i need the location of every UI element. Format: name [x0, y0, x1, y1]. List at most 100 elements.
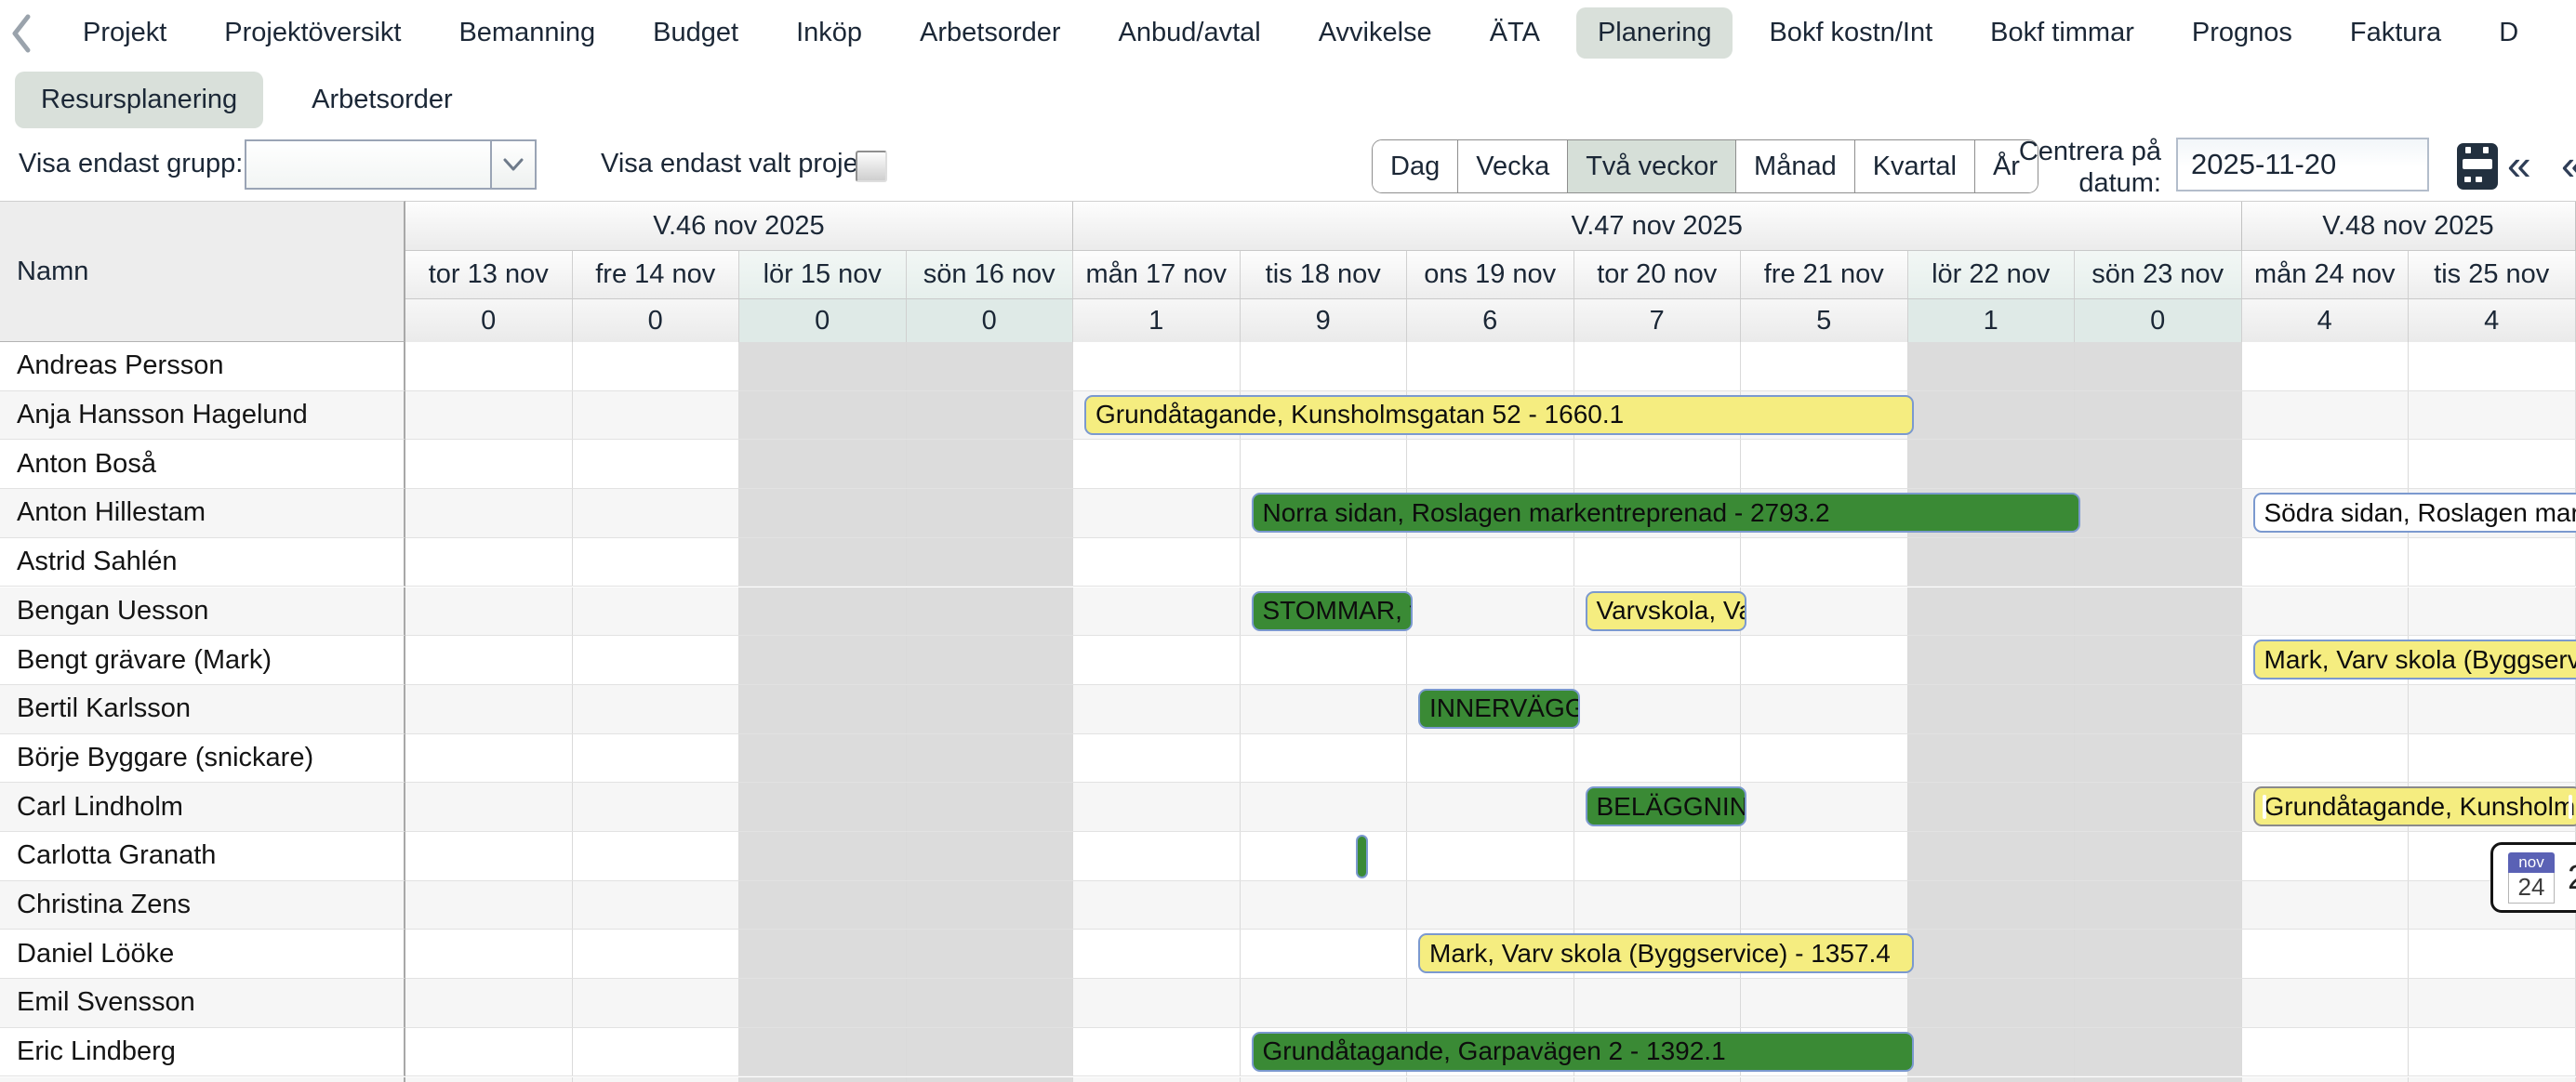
center-date-label-line1: Centrera på [2018, 137, 2161, 166]
day-count-cell: 6 [1407, 299, 1574, 342]
bar-resize-handle-left[interactable] [2262, 794, 2266, 819]
gantt-task-bar[interactable]: STOMMAR, te [1251, 590, 1413, 631]
zoom-button-år[interactable]: År [1974, 140, 2038, 192]
calendar-band [2463, 159, 2492, 169]
weekend-day-cell [906, 684, 1073, 733]
tab-resursplanering[interactable]: Resursplanering [15, 71, 264, 128]
gantt-milestone-bar[interactable] [1355, 835, 1368, 878]
nav-item-projektöversikt[interactable]: Projektöversikt [224, 17, 402, 47]
day-cell [1741, 1076, 1908, 1082]
nav-item-d[interactable]: D [2499, 17, 2519, 47]
group-filter-select[interactable] [245, 139, 537, 190]
nav-item-inköp[interactable]: Inköp [796, 17, 863, 47]
day-cell [573, 832, 739, 880]
weekend-day-cell [739, 979, 907, 1027]
day-cell [1407, 1076, 1574, 1082]
day-cell [573, 489, 739, 537]
day-header-cell: tis 25 nov [2409, 251, 2576, 299]
day-cell [2409, 390, 2576, 440]
day-cell [2409, 537, 2576, 587]
weekend-day-cell [739, 537, 907, 587]
resource-name: Astrid Sahlén [0, 537, 405, 587]
resource-name: Carl Lindholm [0, 783, 405, 832]
week-header-row: V.46 nov 2025 V.47 nov 2025 V.48 nov 2025 [405, 202, 2576, 251]
day-count-cell: 7 [1573, 299, 1741, 342]
timeline-row [405, 979, 2576, 1028]
resource-name [0, 1076, 405, 1082]
day-header-cell: tor 13 nov [405, 251, 573, 299]
gantt-task-bar[interactable]: Grundåtagande, Garpavägen 2 - 1392.1 [1251, 1031, 1914, 1072]
zoom-button-kvartal[interactable]: Kvartal [1854, 140, 1975, 192]
day-cell [1574, 537, 1741, 587]
jump-back-chevrons-icon[interactable]: « [2507, 140, 2531, 189]
day-count-cell: 4 [2241, 299, 2409, 342]
nav-item-äta[interactable]: ÄTA [1489, 17, 1540, 47]
center-date-input[interactable] [2176, 138, 2429, 191]
nav-item-avvikelse[interactable]: Avvikelse [1318, 17, 1432, 47]
weekend-day-cell [2075, 587, 2242, 636]
timeline-row [405, 832, 2576, 881]
gantt-task-bar[interactable]: Varvskola, Var [1585, 590, 1746, 631]
weekend-day-cell [739, 880, 907, 930]
gantt-task-bar[interactable]: Grundåtagande, Kunsholmsgatan 52 - 1660.… [1084, 394, 1914, 435]
day-cell [1741, 537, 1908, 587]
day-cell [2409, 342, 2576, 390]
gantt-task-bar[interactable]: Mark, Varv skola (Byggservice) - 1357.4 [1418, 933, 1914, 974]
day-cell [573, 979, 739, 1027]
day-cell [573, 537, 739, 587]
zoom-button-vecka[interactable]: Vecka [1458, 140, 1569, 192]
gantt-task-bar[interactable]: INNERVÄGGAR [1418, 688, 1580, 729]
nav-item-arbetsorder[interactable]: Arbetsorder [920, 17, 1061, 47]
day-cell [405, 979, 573, 1027]
project-filter-checkbox[interactable] [856, 151, 887, 182]
controls-bar: Visa endast grupp: Visa endast valt proj… [0, 134, 2576, 201]
nav-item-planering[interactable]: Planering [1575, 7, 1733, 59]
zoom-button-dag[interactable]: Dag [1373, 140, 1459, 192]
day-cell [405, 733, 573, 783]
tab-arbetsorder[interactable]: Arbetsorder [312, 84, 453, 114]
weekend-day-cell [2075, 1076, 2242, 1082]
weekend-day-cell [1907, 636, 2075, 684]
gantt-task-bar[interactable]: BELÄGGNINGA [1585, 786, 1746, 827]
day-cell [1407, 636, 1574, 684]
nav-item-bokf-timmar[interactable]: Bokf timmar [1990, 17, 2134, 47]
calendar-icon[interactable] [2457, 143, 2498, 190]
weekend-day-cell [906, 390, 1073, 440]
nav-item-prognos[interactable]: Prognos [2191, 17, 2292, 47]
select-arrow-box[interactable] [490, 141, 535, 188]
nav-item-projekt[interactable]: Projekt [83, 17, 167, 47]
back-chevron-icon[interactable] [7, 12, 35, 55]
weekend-day-cell [2075, 390, 2242, 440]
weekend-day-cell [2075, 832, 2242, 880]
gantt-task-bar[interactable]: Grundåtagande, Kunsholmsg [2252, 786, 2576, 827]
weekend-day-cell [1907, 440, 2075, 489]
zoom-button-två-veckor[interactable]: Två veckor [1568, 140, 1737, 192]
day-cell [2242, 390, 2409, 440]
nav-item-bokf-kostn-int[interactable]: Bokf kostn/Int [1769, 17, 1933, 47]
day-cell [2409, 733, 2576, 783]
gantt-task-bar[interactable]: Mark, Varv skola (Byggservic [2252, 640, 2576, 680]
day-cell [405, 832, 573, 880]
zoom-button-månad[interactable]: Månad [1736, 140, 1855, 192]
nav-item-faktura[interactable]: Faktura [2349, 17, 2442, 47]
day-cell [2409, 684, 2576, 733]
nav-item-bemanning[interactable]: Bemanning [458, 17, 596, 47]
resource-name: Börje Byggare (snickare) [0, 733, 405, 784]
day-cell [1741, 636, 1908, 684]
day-cell [1073, 684, 1241, 733]
day-cell [1407, 832, 1574, 880]
day-header-cell: mån 24 nov [2241, 251, 2409, 299]
resource-name: Daniel Lööke [0, 930, 405, 980]
gantt-task-bar[interactable]: Södra sidan, Roslagen marke [2252, 493, 2576, 534]
step-back-chevrons-icon[interactable]: « [2561, 139, 2576, 190]
weekend-day-cell [2075, 930, 2242, 979]
day-cell [1073, 1076, 1241, 1082]
calendar-dot [2464, 177, 2471, 182]
day-header-cell: sön 16 nov [906, 251, 1073, 299]
nav-item-anbud-avtal[interactable]: Anbud/avtal [1118, 17, 1261, 47]
nav-item-budget[interactable]: Budget [653, 17, 739, 47]
gantt-task-bar[interactable]: Norra sidan, Roslagen markentreprenad - … [1251, 493, 2080, 534]
center-date-label: Centrera på datum: [1979, 136, 2161, 199]
bar-resize-handle-right[interactable] [2568, 794, 2572, 819]
day-header-cell: ons 19 nov [1407, 251, 1574, 299]
